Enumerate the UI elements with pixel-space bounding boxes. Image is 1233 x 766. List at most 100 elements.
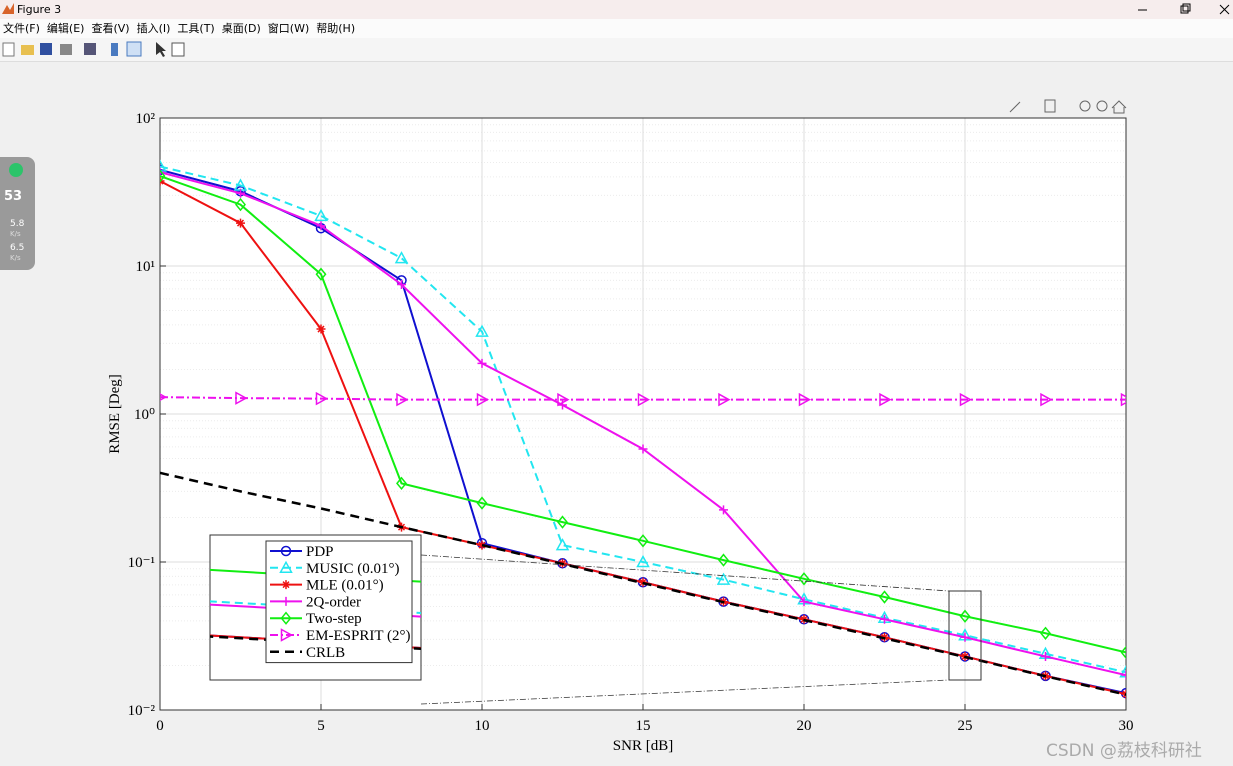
y-tick-label: 10⁰ bbox=[134, 407, 155, 423]
series-layer bbox=[160, 159, 1126, 699]
marker bbox=[1120, 392, 1126, 407]
x-tick-label: 25 bbox=[958, 718, 973, 734]
marker bbox=[1040, 626, 1051, 640]
legend-label: 2Q-order bbox=[306, 594, 361, 610]
marker bbox=[959, 392, 973, 407]
menu-item[interactable]: 桌面(D) bbox=[221, 22, 261, 35]
legend-label: PDP bbox=[306, 544, 334, 560]
y-tick-label: 10¹ bbox=[136, 259, 156, 275]
menu-item[interactable]: 工具(T) bbox=[177, 22, 215, 35]
marker bbox=[636, 554, 650, 568]
watermark: CSDN @荔枝科研社 bbox=[1046, 741, 1202, 761]
marker bbox=[160, 393, 168, 402]
marker bbox=[315, 391, 329, 406]
legend-label: Two-step bbox=[306, 611, 362, 627]
toolbar-icons[interactable] bbox=[0, 38, 200, 61]
marker bbox=[280, 545, 292, 557]
y-axis-label: RMSE [Deg] bbox=[107, 374, 123, 454]
marker bbox=[315, 267, 327, 281]
marker bbox=[798, 572, 810, 586]
marker bbox=[555, 538, 570, 551]
marker bbox=[397, 279, 406, 289]
toolbar bbox=[0, 38, 1233, 62]
marker bbox=[637, 392, 651, 407]
marker bbox=[396, 476, 407, 491]
marker bbox=[281, 596, 291, 606]
x-tick-label: 0 bbox=[156, 718, 164, 734]
marker bbox=[477, 358, 487, 368]
legend-label: MUSIC (0.01°) bbox=[306, 561, 400, 577]
marker bbox=[475, 324, 489, 337]
series-line bbox=[160, 396, 1126, 401]
marker bbox=[719, 505, 728, 515]
menu-item[interactable]: 查看(V) bbox=[91, 22, 130, 35]
marker bbox=[281, 580, 291, 590]
legend-label: EM-ESPRIT (2°) bbox=[306, 628, 410, 644]
marker bbox=[718, 553, 729, 567]
menu-item[interactable]: 编辑(E) bbox=[46, 22, 85, 35]
app-icon bbox=[2, 3, 14, 14]
up-unit: K/s bbox=[10, 230, 21, 238]
marker bbox=[960, 632, 970, 642]
down-speed: 6.5 bbox=[10, 243, 25, 253]
marker bbox=[476, 392, 490, 407]
up-speed: 5.8 bbox=[10, 219, 25, 229]
x-axis-label: SNR [dB] bbox=[613, 738, 673, 754]
y-tick-label: 10⁻² bbox=[128, 703, 156, 719]
percent: 53 bbox=[4, 189, 23, 204]
x-tick-label: 10 bbox=[475, 718, 490, 734]
down-unit: K/s bbox=[10, 254, 21, 262]
marker bbox=[280, 611, 292, 625]
marker bbox=[235, 197, 246, 212]
marker bbox=[316, 324, 326, 334]
marker bbox=[557, 515, 568, 529]
marker bbox=[1041, 651, 1050, 661]
zoom-box bbox=[948, 590, 982, 681]
axes-box bbox=[159, 117, 1127, 711]
marker bbox=[160, 169, 166, 183]
marker bbox=[1119, 665, 1126, 678]
zoom-connector bbox=[420, 679, 950, 705]
marker bbox=[879, 590, 890, 604]
menu-item[interactable]: 插入(I) bbox=[136, 22, 171, 35]
marker bbox=[557, 392, 570, 407]
title-bar: Figure 3 bbox=[0, 0, 1233, 19]
x-tick-label: 20 bbox=[797, 718, 812, 734]
menu-item[interactable]: 文件(F) bbox=[3, 22, 40, 35]
menu-item[interactable]: 窗口(W) bbox=[267, 22, 310, 35]
legend-label: MLE (0.01°) bbox=[306, 578, 384, 594]
series-line bbox=[160, 175, 1126, 654]
marker bbox=[879, 392, 892, 407]
window-controls[interactable] bbox=[1123, 0, 1233, 19]
marker bbox=[236, 218, 245, 228]
marker bbox=[638, 444, 648, 454]
marker bbox=[476, 496, 488, 510]
marker bbox=[394, 251, 409, 264]
zoom-connector bbox=[420, 554, 950, 592]
x-tick-label: 15 bbox=[636, 718, 651, 734]
marker bbox=[880, 614, 889, 624]
marker bbox=[236, 188, 245, 198]
marker bbox=[279, 560, 293, 574]
marker bbox=[1040, 392, 1053, 407]
shield-icon bbox=[9, 163, 23, 177]
series-line bbox=[160, 165, 1126, 674]
network-widget: 53 5.8 K/s 6.5 K/s bbox=[0, 157, 35, 270]
marker bbox=[316, 221, 326, 231]
marker bbox=[160, 167, 165, 177]
marker bbox=[716, 572, 731, 585]
axes-toolbar[interactable] bbox=[1009, 99, 1127, 114]
series-line bbox=[160, 471, 1126, 696]
marker bbox=[160, 159, 167, 172]
window-title: Figure 3 bbox=[17, 3, 62, 16]
x-tick-label: 5 bbox=[317, 718, 325, 734]
y-tick-label: 10² bbox=[136, 111, 156, 127]
marker bbox=[235, 391, 248, 405]
menu-item[interactable]: 帮助(H) bbox=[316, 22, 356, 35]
marker bbox=[396, 392, 409, 407]
marker bbox=[1121, 670, 1126, 680]
marker bbox=[718, 392, 731, 407]
x-tick-label: 30 bbox=[1119, 718, 1134, 734]
